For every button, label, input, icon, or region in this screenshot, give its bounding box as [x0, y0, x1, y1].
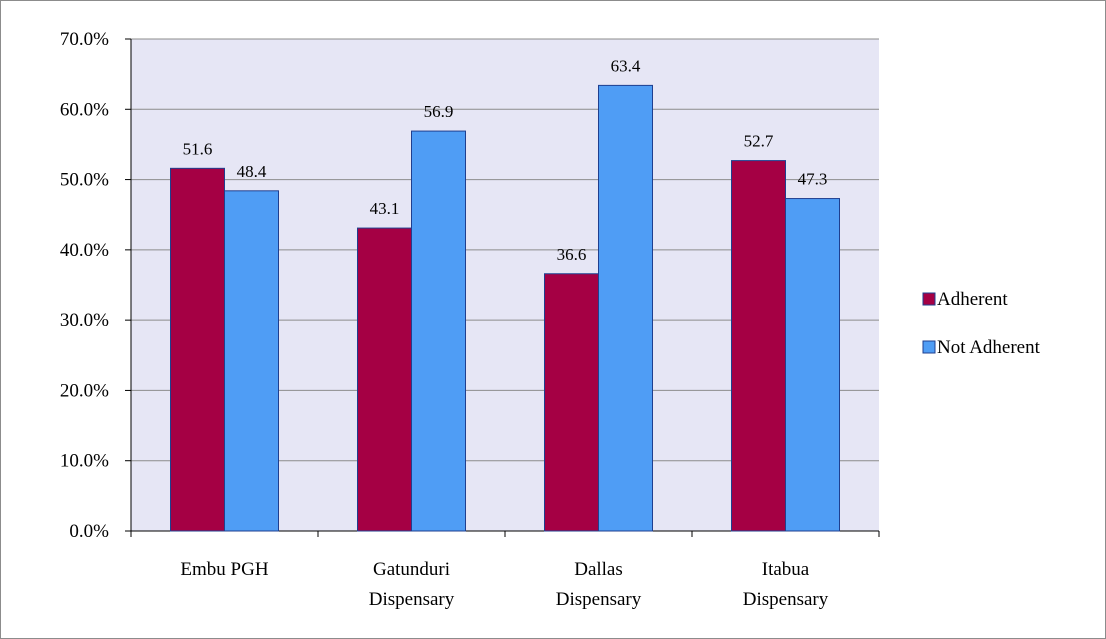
- bar-adherent: [544, 273, 599, 532]
- bar-adherent: [731, 160, 786, 532]
- bar-not-adherent: [224, 190, 279, 532]
- x-axis-labels: Embu PGH Gatunduri Dispensary Dallas Dispens…: [180, 559, 828, 610]
- y-tick-label: 10.0%: [60, 451, 109, 472]
- y-tick-label: 30.0%: [60, 310, 109, 331]
- data-label: 43.1: [370, 199, 400, 218]
- legend-label: Adherent: [937, 289, 1008, 310]
- x-category-label: Itabua Dispensary: [743, 559, 829, 610]
- data-label: 51.6: [183, 139, 213, 158]
- data-labels: 51.6 48.4 43.1 56.9 36.6 63.4 52.7 47.3: [183, 56, 828, 263]
- legend: Adherent Not Adherent: [922, 289, 1041, 358]
- data-label: 47.3: [798, 170, 828, 189]
- legend-label: Not Adherent: [937, 337, 1041, 358]
- bar-not-adherent: [598, 84, 653, 532]
- x-category-label: Gatunduri Dispensary: [369, 559, 455, 610]
- data-label: 56.9: [424, 102, 454, 121]
- data-label: 52.7: [744, 132, 774, 151]
- bar-not-adherent: [785, 198, 840, 532]
- legend-swatch: [922, 292, 936, 306]
- y-tick-label: 40.0%: [60, 240, 109, 261]
- y-tick-label: 60.0%: [60, 99, 109, 120]
- y-tick-label: 50.0%: [60, 170, 109, 191]
- bars: [170, 84, 840, 532]
- y-tick-label: 20.0%: [60, 380, 109, 401]
- legend-swatch: [922, 340, 936, 354]
- bar-not-adherent: [411, 130, 466, 532]
- y-tick-label: 0.0%: [69, 521, 109, 542]
- x-category-label: Embu PGH: [180, 559, 268, 580]
- data-label: 48.4: [237, 162, 267, 181]
- data-label: 36.6: [557, 245, 587, 264]
- x-category-label: Dallas Dispensary: [556, 559, 642, 610]
- y-axis-labels: 0.0% 10.0% 20.0% 30.0% 40.0% 50.0% 60.0% 70.0%: [60, 29, 109, 542]
- data-label: 63.4: [611, 56, 641, 75]
- y-tick-label: 70.0%: [60, 29, 109, 50]
- bar-adherent: [357, 227, 412, 532]
- bar-adherent: [170, 167, 225, 532]
